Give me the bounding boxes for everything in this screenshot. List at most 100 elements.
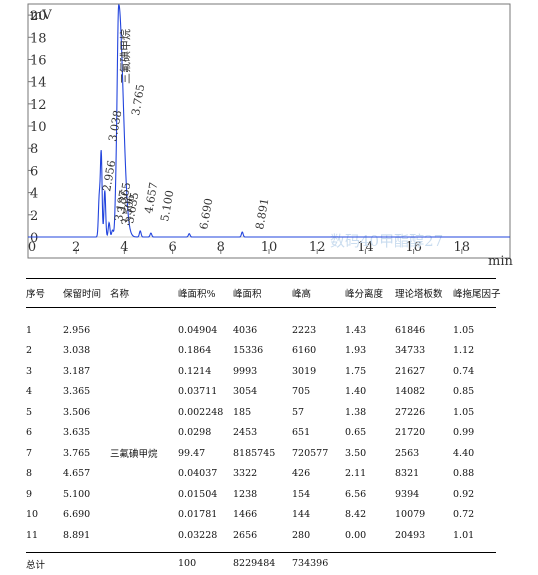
x-tick-label: 16	[405, 240, 422, 255]
y-tick-label: 0	[30, 231, 38, 246]
table-cell: 61846	[395, 324, 426, 336]
table-cell: 2.956	[63, 324, 91, 336]
table-row: 10 6.690 0.01781 1466 144 8.42 10079 0.72	[26, 505, 496, 526]
table-header-row: 序号 保留时间 名称 峰面积% 峰面积 峰高 峰分离度 理论塔板数 峰拖尾因子	[26, 279, 501, 307]
table-cell	[110, 525, 178, 546]
y-tick-label: 6	[30, 164, 38, 179]
table-cell: 3.365	[63, 386, 91, 398]
table-cell: 6160	[292, 345, 317, 357]
table-cell: 1.43	[345, 324, 367, 336]
table-cell: 426	[292, 468, 311, 480]
y-axis-label: mV	[30, 8, 52, 23]
table-cell: 0.04904	[178, 324, 218, 336]
table-cell	[110, 341, 178, 362]
peak-label: 3.635	[123, 191, 141, 224]
table-cell: 4.657	[63, 468, 91, 480]
total-cell: 总计	[26, 559, 46, 571]
table-cell: 6.56	[345, 488, 367, 500]
table-cell: 0.88	[453, 468, 475, 480]
table-cell	[110, 505, 178, 526]
table-row: 8 4.657 0.04037 3322 426 2.11 8321 0.88	[26, 464, 496, 485]
table-cell: 8	[26, 468, 33, 480]
table-cell: 1.12	[453, 345, 475, 357]
y-tick-label: 8	[30, 142, 38, 157]
table-cell	[110, 382, 178, 403]
table-cell: 0.74	[453, 365, 475, 377]
x-tick-label: 2	[72, 240, 80, 255]
x-tick-label: 0	[28, 240, 36, 255]
table-cell: 0.01504	[178, 488, 218, 500]
peak-label: 6.690	[197, 197, 215, 230]
table-cell: 1238	[233, 488, 258, 500]
peak-label: 3.765	[129, 83, 147, 116]
table-cell: 9394	[395, 488, 420, 500]
table-cell: 8.891	[63, 529, 91, 541]
table-cell: 6	[26, 427, 33, 439]
table-cell: 21627	[395, 365, 426, 377]
x-tick-label: 12	[309, 240, 326, 255]
table-cell: 0.04037	[178, 468, 218, 480]
table-cell: 1.05	[453, 324, 475, 336]
table-row: 4 3.365 0.03711 3054 705 1.40 14082 0.85	[26, 382, 496, 403]
table-cell: 185	[233, 406, 252, 418]
table-cell: 9993	[233, 365, 258, 377]
table-cell: 0.03228	[178, 529, 218, 541]
table-cell: 2.11	[345, 468, 367, 480]
table-cell: 0.002248	[178, 406, 224, 418]
chromatogram-trace	[28, 4, 510, 238]
table-cell: 8321	[395, 468, 420, 480]
table-cell: 0.65	[345, 427, 367, 439]
table-cell: 8.42	[345, 509, 367, 521]
table-row: 9 5.100 0.01504 1238 154 6.56 9394 0.92	[26, 484, 496, 505]
table-cell: 1.01	[453, 529, 475, 541]
table-cell: 3.038	[63, 345, 91, 357]
peak-label: 3.187	[112, 189, 130, 222]
table-cell: 0.92	[453, 488, 475, 500]
table-cell: 27226	[395, 406, 426, 418]
table-cell	[110, 402, 178, 423]
table-cell: 0.1214	[178, 365, 212, 377]
table-cell	[110, 361, 178, 382]
table-cell: 99.47	[178, 447, 206, 459]
table-row: 5 3.506 0.002248 185 57 1.38 27226 1.05	[26, 402, 496, 423]
table-cell: 2223	[292, 324, 317, 336]
table-cell: 1	[26, 324, 33, 336]
axis-ticks: 0 2 4 6 8 10 12 14 16 18 20 0 2 4 6 8 10 12 14 16 18	[28, 9, 510, 255]
total-cell: 100	[178, 558, 197, 569]
total-cell	[63, 553, 110, 575]
table-cell: 0.00	[345, 529, 367, 541]
column-header: 峰面积	[233, 289, 262, 300]
peak-label: 3.365	[115, 181, 133, 214]
y-tick-label: 10	[30, 120, 47, 135]
peak-label: 5.100	[158, 189, 176, 222]
table-cell: 144	[292, 509, 311, 521]
column-header: 峰面积%	[178, 289, 216, 300]
table-cell: 7	[26, 447, 33, 459]
table-cell: 11	[26, 529, 39, 541]
table-cell: 4036	[233, 324, 258, 336]
x-tick-label: 8	[217, 240, 225, 255]
table-row: 3 3.187 0.1214 9993 3019 1.75 21627 0.74	[26, 361, 496, 382]
table-cell: 2	[26, 345, 33, 357]
y-tick-label: 18	[30, 31, 47, 46]
total-cell: 8229484	[233, 558, 276, 569]
table-cell: 2453	[233, 427, 258, 439]
y-tick-label: 12	[30, 98, 47, 113]
x-tick-label: 4	[120, 240, 128, 255]
table-cell: 2656	[233, 529, 258, 541]
table-cell: 三氟碘甲烷	[110, 449, 158, 461]
column-header: 理论塔板数	[395, 289, 443, 300]
x-tick-label: 18	[454, 240, 471, 255]
table-cell: 0.03711	[178, 386, 218, 398]
total-cell	[345, 553, 395, 575]
table-cell: 3019	[292, 365, 317, 377]
table-cell: 3054	[233, 386, 258, 398]
column-header: 序号	[26, 289, 46, 300]
y-tick-label: 20	[30, 9, 47, 24]
peak-label: 2.956	[100, 159, 118, 192]
plot-frame	[27, 3, 511, 259]
table-cell: 0.72	[453, 509, 475, 521]
table-cell: 3322	[233, 468, 258, 480]
